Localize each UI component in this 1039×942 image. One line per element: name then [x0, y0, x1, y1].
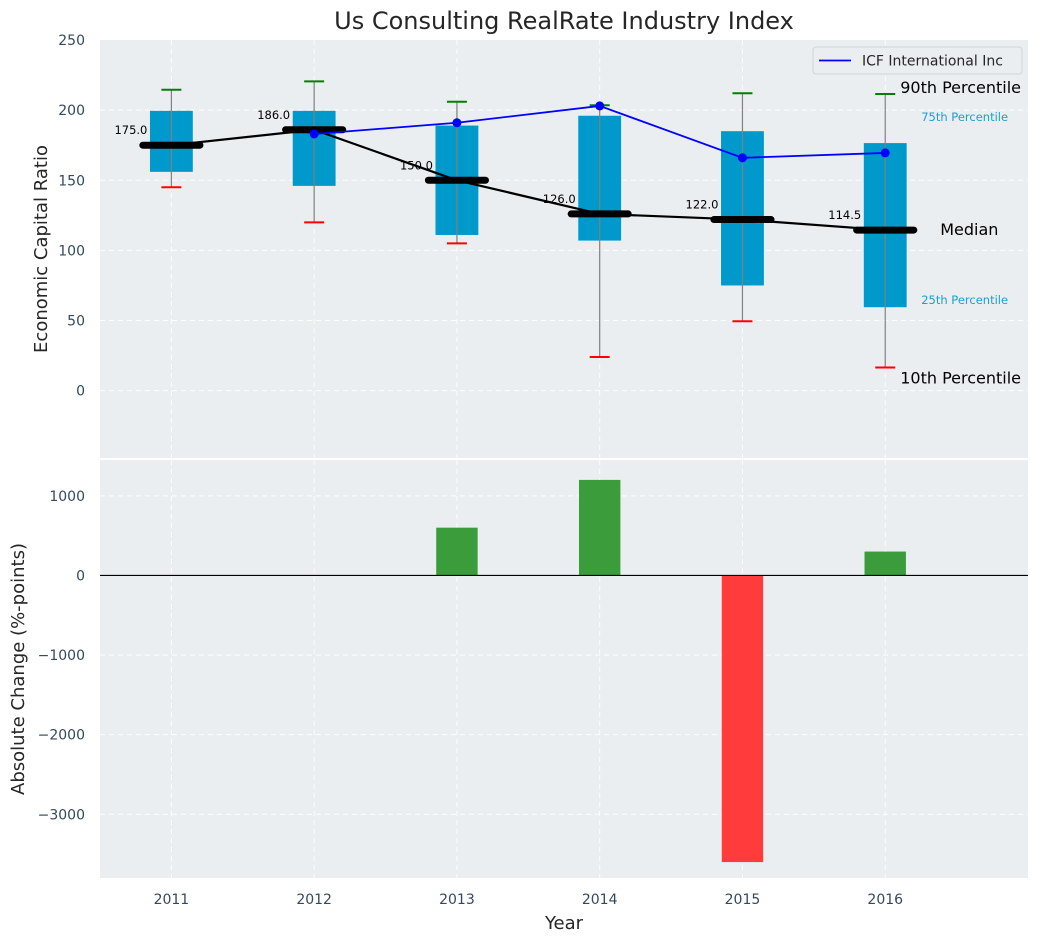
legend-box [812, 46, 1023, 75]
x-tick-label: 2014 [582, 892, 618, 908]
top-y-tick-label: 50 [67, 314, 85, 330]
change-bar-2015 [721, 575, 764, 863]
bottom-bars [436, 479, 906, 863]
median-value-label: 150.0 [400, 158, 433, 172]
top-y-tick-label: 150 [58, 173, 85, 189]
annotation-25th-percentile: 25th Percentile [921, 293, 1008, 307]
top-y-ticks: 0 50 100 150 200 250 [58, 33, 85, 400]
top-y-tick-label: 200 [58, 103, 85, 119]
median-value-label: 175.0 [114, 123, 147, 137]
company-point [452, 118, 462, 128]
median-value-label: 186.0 [257, 108, 290, 122]
annotation-median: Median [940, 220, 998, 239]
bottom-plot-background [100, 460, 1028, 878]
top-y-axis-label: Economic Capital Ratio [31, 145, 52, 353]
bottom-y-axis-label: Absolute Change (%-points) [8, 543, 29, 795]
x-tick-label: 2011 [154, 892, 190, 908]
bottom-y-ticks: 1000 0 −1000 −2000 −3000 [38, 489, 85, 823]
chart-title: Us Consulting RealRate Industry Index [334, 7, 794, 35]
top-y-tick-label: 250 [58, 33, 85, 49]
x-axis-label: Year [544, 913, 584, 934]
box-2012 [292, 80, 336, 224]
bottom-grid [100, 460, 1028, 878]
percentile-annotations: 90th Percentile 75th Percentile Median 2… [900, 78, 1021, 388]
median-value-label: 126.0 [543, 192, 576, 206]
top-y-tick-label: 100 [58, 243, 85, 259]
annotation-90th-percentile: 90th Percentile [900, 78, 1021, 97]
median-line-group: 175.0 186.0 150.0 126.0 122.0 114.5 [114, 108, 918, 234]
x-tick-label: 2015 [725, 892, 761, 908]
x-tick-label: 2012 [296, 892, 332, 908]
x-tick-label: 2013 [439, 892, 475, 908]
box-2011 [149, 88, 193, 189]
bottom-y-tick-label: 0 [76, 568, 85, 584]
x-tick-label: 2016 [867, 892, 903, 908]
median-value-label: 114.5 [828, 208, 861, 222]
change-bar-2014 [578, 479, 621, 576]
company-point [880, 148, 890, 158]
bottom-y-tick-label: −2000 [38, 728, 85, 744]
bottom-y-tick-label: −3000 [38, 807, 85, 823]
company-series-group [309, 101, 890, 163]
bottom-y-tick-label: −1000 [38, 648, 85, 664]
annotation-75th-percentile: 75th Percentile [921, 110, 1008, 124]
company-point [737, 153, 747, 163]
legend-label: ICF International Inc [862, 54, 1003, 70]
top-y-tick-label: 0 [76, 384, 85, 400]
legend: ICF International Inc [812, 46, 1023, 75]
change-bar-2016 [864, 551, 906, 576]
annotation-10th-percentile: 10th Percentile [900, 369, 1021, 388]
company-point [309, 129, 319, 139]
box-2016 [863, 93, 907, 369]
bottom-y-tick-label: 1000 [49, 489, 85, 505]
company-point [595, 101, 605, 111]
change-bar-2013 [436, 527, 478, 576]
x-ticks: 2011 2012 2013 2014 2015 2016 [154, 892, 904, 908]
median-value-label: 122.0 [686, 198, 719, 212]
box-2014 [578, 104, 622, 359]
top-panel: 0 50 100 150 200 250 175.0 186.0 150.0 126.0 122.… [31, 7, 1028, 458]
